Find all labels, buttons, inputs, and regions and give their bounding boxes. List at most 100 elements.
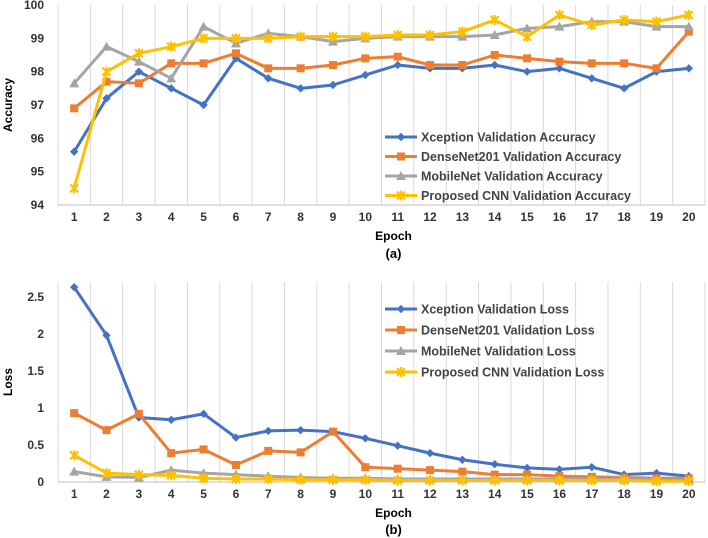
y-tick-label: 0.5 [27,438,44,452]
data-point [393,52,402,61]
data-point [393,60,402,70]
data-point [101,468,112,479]
y-tick-label: 98 [31,65,45,79]
x-tick-label: 2 [103,210,110,224]
series-densenet201-validation-accuracy [70,27,693,113]
legend: Xception Validation Accuracy DenseNet201 … [385,131,631,203]
data-point [199,100,208,110]
data-point [134,79,143,88]
data-point [328,80,338,90]
data-point [586,475,597,486]
series-proposed-cnn-validation-accuracy [69,10,694,194]
x-tick-label: 14 [488,487,502,501]
data-point [554,21,565,31]
data-point [393,441,402,450]
legend-label: Proposed CNN Validation Loss [421,366,604,380]
data-point [263,33,274,44]
x-tick-label: 10 [359,210,373,224]
data-point [522,463,532,473]
data-point [587,59,596,68]
x-tick-label: 13 [456,210,470,224]
data-point [555,64,564,73]
data-point [133,56,144,66]
legend-marker [397,326,405,334]
data-point [361,463,370,472]
data-point [392,30,403,40]
data-point [167,449,176,458]
x-tick-label: 12 [423,210,437,224]
x-tick-label: 19 [650,210,664,224]
data-point [555,57,564,66]
x-tick-label: 18 [617,210,631,224]
data-point [652,64,661,73]
data-point [296,84,305,93]
x-tick-label: 5 [200,210,207,224]
data-point [167,415,176,424]
data-point [69,450,79,461]
series-line [72,13,690,189]
x-tick-label: 5 [200,487,207,501]
data-point [683,21,694,31]
data-point [522,475,532,486]
x-tick-label: 17 [585,487,599,501]
x-tick-label: 14 [488,210,502,224]
x-tick-label: 20 [682,210,696,224]
legend-marker [396,346,406,355]
x-tick-label: 9 [330,210,337,224]
y-tick-label: 2 [37,327,44,341]
x-tick-label: 3 [136,487,143,501]
data-point [264,426,273,436]
data-point [199,59,208,68]
y-tick-label: 0 [37,475,44,489]
data-point [69,466,80,476]
data-point [457,26,468,37]
data-point [393,464,402,473]
data-point [295,474,306,485]
data-point [102,331,111,340]
x-tick-label: 15 [520,210,534,224]
data-point [587,74,596,83]
x-tick-label: 9 [330,487,337,501]
series-line [73,411,689,480]
data-point [489,475,500,486]
x-tick-label: 1 [71,210,78,224]
y-axis-title: Accuracy [1,78,15,132]
data-point [198,33,209,44]
data-point [134,48,144,59]
data-point [651,16,662,27]
data-point [425,475,435,486]
data-point [554,10,565,20]
chart-panel-2: 00.511.522.51 2 3 4 5 6 7 8 9 10 11 12 13 14 15 16 17 18 1… [1,282,706,537]
data-point [684,64,694,73]
data-point [489,15,500,25]
data-point [587,462,596,472]
y-tick-label: 96 [31,131,45,145]
x-tick-label: 7 [265,487,272,501]
y-tick-label: 95 [31,165,45,179]
x-tick-label: 3 [136,210,143,224]
data-point [426,61,435,69]
data-point [69,282,79,292]
data-point [458,61,467,69]
data-point [425,30,435,40]
data-point [231,49,240,58]
data-point [264,446,273,455]
data-point [489,30,500,39]
data-point [264,74,273,83]
data-point [586,20,597,30]
data-point [554,475,565,486]
data-point [522,67,532,76]
legend-label: MobileNet Validation Accuracy [421,170,603,184]
x-tick-label: 2 [103,487,110,501]
legend-marker [397,152,405,161]
legend: Xception Validation Loss DenseNet201 Vali… [385,303,604,380]
data-point [490,60,499,70]
y-tick-label: 1 [37,401,44,415]
data-point [198,21,209,31]
data-point [392,475,403,486]
data-point [198,473,209,484]
data-point [134,469,144,480]
x-tick-label: 4 [168,210,175,224]
